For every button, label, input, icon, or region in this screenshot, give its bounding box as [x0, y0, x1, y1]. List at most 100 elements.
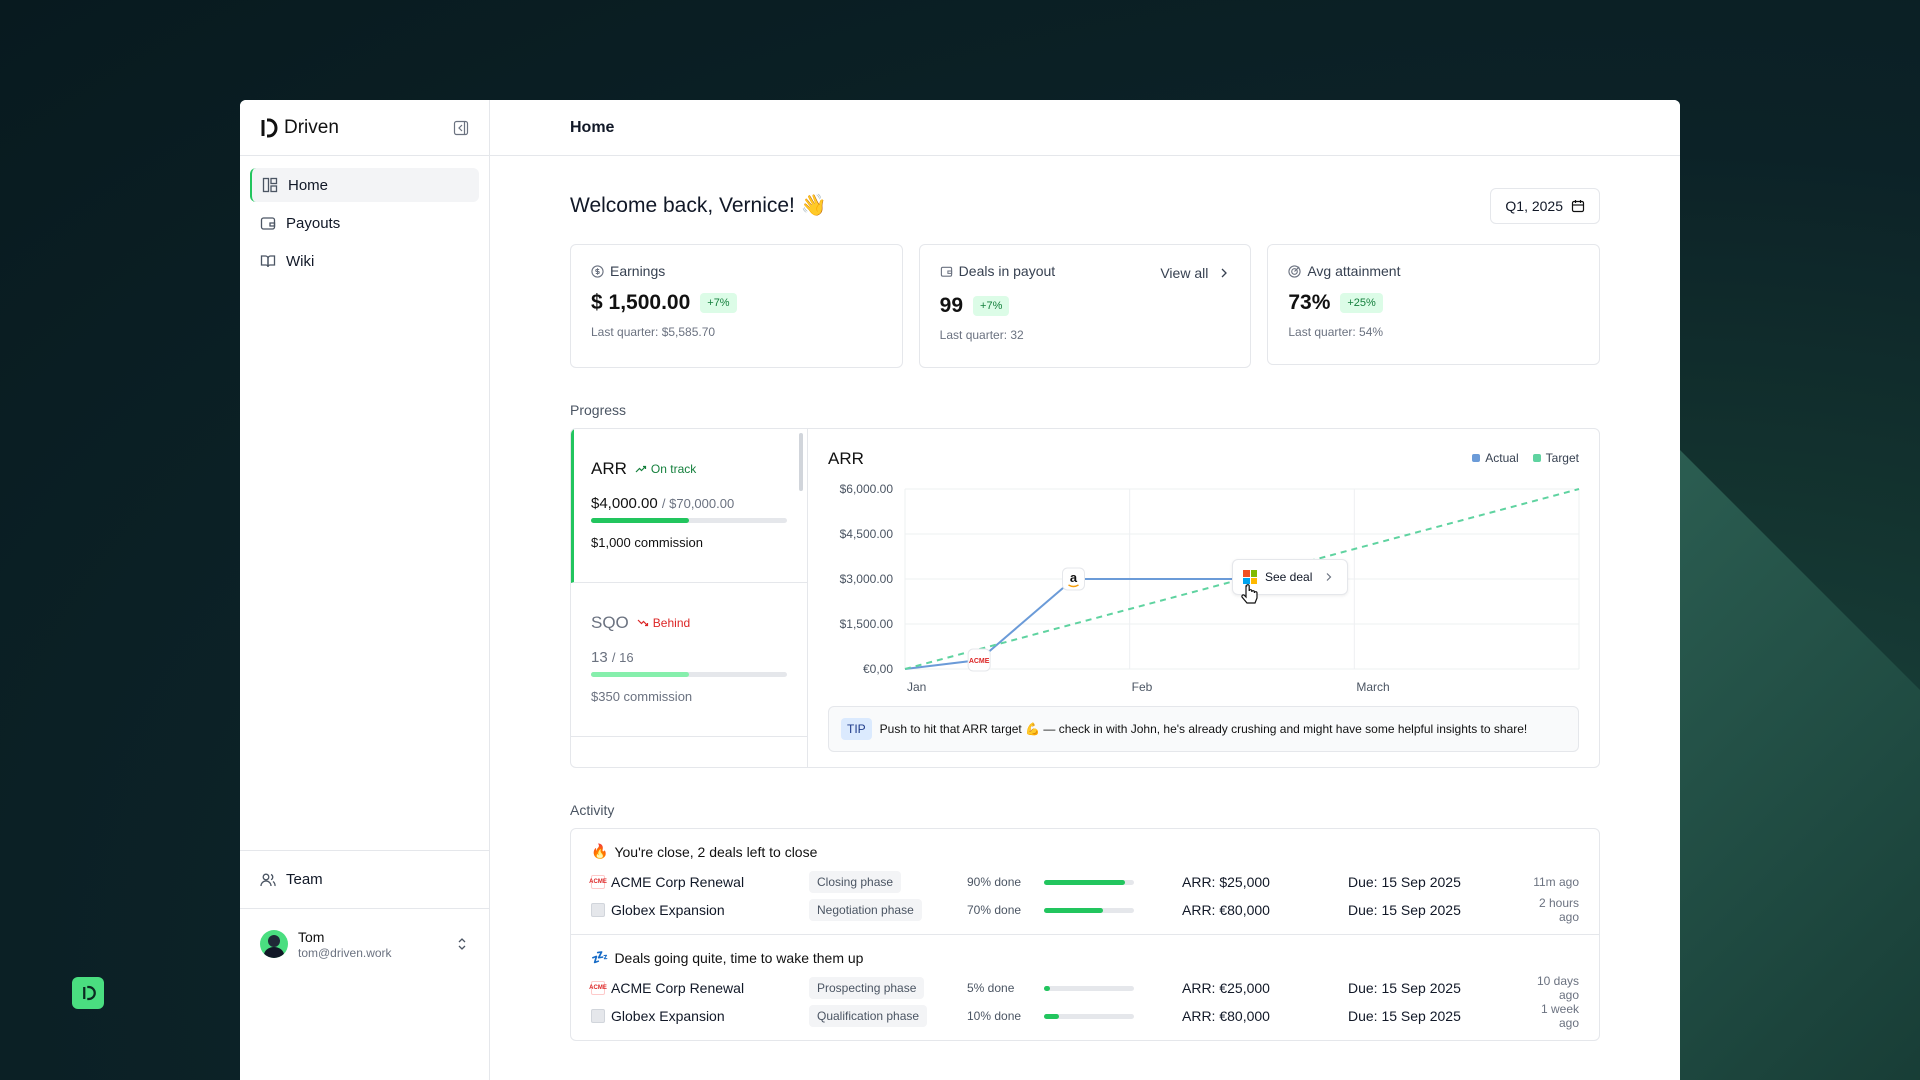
activity-group-label: You're close, 2 deals left to close: [614, 843, 818, 860]
deal-progress-fill: [1044, 907, 1104, 913]
deal-row[interactable]: ACME ACME Corp Renewal Prospecting phase…: [589, 974, 1579, 1002]
y-tick-label: $4,500.00: [840, 527, 894, 541]
metric-header: ARR On track: [591, 459, 787, 479]
deal-arr: ARR: €25,000: [1182, 980, 1270, 996]
stat-card-earnings: Earnings $ 1,500.00 +7% Last quarter: $5…: [570, 244, 903, 368]
welcome-heading: Welcome back, Vernice! 👋: [570, 194, 827, 217]
metric-value: $4,000.00: [591, 495, 658, 512]
trend-down-icon: [637, 619, 648, 627]
sleep-icon: 💤: [591, 949, 609, 965]
quarter-label: Q1, 2025: [1505, 198, 1563, 214]
y-tick-label: €0,00: [863, 662, 893, 676]
app-window: Driven Home Pa: [240, 100, 1680, 1080]
done-label: 70% done: [967, 903, 1022, 917]
sidebar: Driven Home Pa: [240, 100, 490, 1080]
phase-cell: Qualification phase: [809, 1005, 967, 1027]
driven-logo-icon: [261, 118, 278, 137]
sidebar-item-home[interactable]: Home: [250, 168, 479, 202]
quarter-picker-button[interactable]: Q1, 2025: [1490, 188, 1600, 224]
deal-name-cell: Globex Expansion: [591, 902, 809, 918]
user-info: Tom tom@driven.work: [298, 929, 445, 960]
deal-name: ACME Corp Renewal: [611, 874, 745, 890]
chevron-up-down-icon[interactable]: [455, 937, 469, 951]
dashboard-icon: [262, 177, 278, 193]
activity-group-title: 🔥 You're close, 2 deals left to close: [591, 843, 1579, 860]
deal-row[interactable]: ACME ACME Corp Renewal Closing phase 90%…: [589, 868, 1579, 896]
deal-name: ACME Corp Renewal: [611, 980, 745, 996]
deal-arr: ARR: $25,000: [1182, 874, 1270, 890]
activity-section-title: Activity: [570, 802, 615, 818]
scrollbar[interactable]: [799, 433, 803, 491]
wallet-icon: [940, 266, 952, 277]
deal-progress-fill: [1044, 985, 1051, 991]
stat-value-row: 99 +7%: [940, 294, 1231, 318]
stat-card-attainment: Avg attainment 73% +25% Last quarter: 54…: [1267, 244, 1601, 365]
app-logo[interactable]: Driven: [260, 117, 339, 139]
deal-progress-fill: [1044, 879, 1125, 885]
stats-row: Earnings $ 1,500.00 +7% Last quarter: $5…: [570, 244, 1601, 368]
metric-target: / $70,000.00: [661, 496, 735, 511]
phase-cell: Negotiation phase: [809, 899, 967, 921]
sidebar-item-label: Team: [286, 871, 323, 888]
metric-item-sqo[interactable]: SQO Behind 13 / 16: [571, 583, 807, 737]
microsoft-logo-icon: [1243, 570, 1257, 584]
metric-name: SQO: [591, 613, 629, 632]
main-content: Home Welcome back, Vernice! 👋 Q1, 2025: [490, 100, 1680, 1080]
dock-app-icon[interactable]: [72, 977, 104, 1009]
progress-bar-fill: [591, 672, 689, 677]
stat-header: Deals in payout: [940, 263, 1231, 279]
page-header: Home: [490, 100, 1680, 156]
phase-badge: Closing phase: [809, 871, 902, 893]
progress-card: ARR On track $4,000.00 / $70,000.00: [570, 428, 1600, 768]
see-deal-button[interactable]: See deal: [1232, 559, 1348, 595]
stat-value-row: 73% +25%: [1288, 291, 1579, 315]
welcome-row: Welcome back, Vernice! 👋 Q1, 2025: [570, 188, 1600, 224]
sidebar-item-team[interactable]: Team: [240, 851, 489, 909]
stat-sub: Last quarter: $5,585.70: [591, 325, 716, 339]
view-all-link[interactable]: View all: [1160, 265, 1230, 281]
sidebar-item-wiki[interactable]: Wiki: [250, 244, 479, 278]
target-icon: [1288, 264, 1301, 278]
chevron-right-icon: [1326, 573, 1332, 581]
legend-swatch: [1532, 454, 1541, 462]
legend-swatch: [1472, 454, 1481, 462]
deal-name: Globex Expansion: [611, 902, 725, 918]
book-icon: [260, 255, 276, 268]
change-badge: +7%: [700, 293, 737, 313]
done-label: 10% done: [967, 1009, 1022, 1023]
collapse-sidebar-icon[interactable]: [453, 120, 469, 136]
deal-due: Due: 15 Sep 2025: [1348, 874, 1461, 890]
series-line-actual: [904, 578, 1242, 670]
deal-updated: 10 days ago: [1536, 974, 1579, 1002]
acme-marker: [967, 648, 991, 672]
sidebar-item-payouts[interactable]: Payouts: [250, 206, 479, 240]
x-tick-label: Jan: [907, 680, 926, 694]
deal-name: Globex Expansion: [611, 1008, 725, 1024]
metric-target: / 16: [611, 650, 634, 665]
chart-panel: €0,00 $1,500.00 $3,000.00 $4,500.00 $6,000.0…: [808, 429, 1599, 767]
user-menu[interactable]: Tom tom@driven.work: [240, 909, 489, 979]
y-tick-label: $1,500.00: [840, 617, 894, 631]
activity-group: 💤 Deals going quite, time to wake them up…: [571, 934, 1599, 1040]
deal-row[interactable]: Globex Expansion Negotiation phase 70% d…: [591, 896, 1579, 924]
arr-chart: €0,00 $1,500.00 $3,000.00 $4,500.00 $6,000.0…: [840, 482, 1580, 694]
phase-badge: Prospecting phase: [809, 977, 925, 999]
status-label: Behind: [652, 616, 691, 630]
status-badge: Behind: [637, 616, 690, 630]
users-icon: [260, 873, 276, 886]
metric-item-arr[interactable]: ARR On track $4,000.00 / $70,000.00: [571, 429, 807, 583]
deal-updated: 1 week ago: [1540, 1002, 1579, 1030]
tip-banner: TIP Push to hit that ARR target 💪 — chec…: [828, 706, 1579, 752]
tip-text: Push to hit that ARR target 💪 — check in…: [879, 722, 1528, 736]
legend-label: Actual: [1485, 451, 1519, 465]
stat-sub: Last quarter: 32: [939, 328, 1024, 342]
deal-row[interactable]: Globex Expansion Qualification phase 10%…: [591, 1002, 1579, 1030]
deal-progress-bar: [1044, 985, 1134, 991]
stat-header: Earnings: [591, 263, 882, 279]
amazon-smile-icon: [1068, 584, 1079, 588]
status-label: On track: [650, 462, 697, 476]
trend-up-icon: [635, 465, 647, 473]
activity-group: 🔥 You're close, 2 deals left to close ACM…: [571, 829, 1599, 934]
deal-arr: ARR: €80,000: [1182, 1008, 1270, 1024]
avatar: [260, 930, 288, 958]
